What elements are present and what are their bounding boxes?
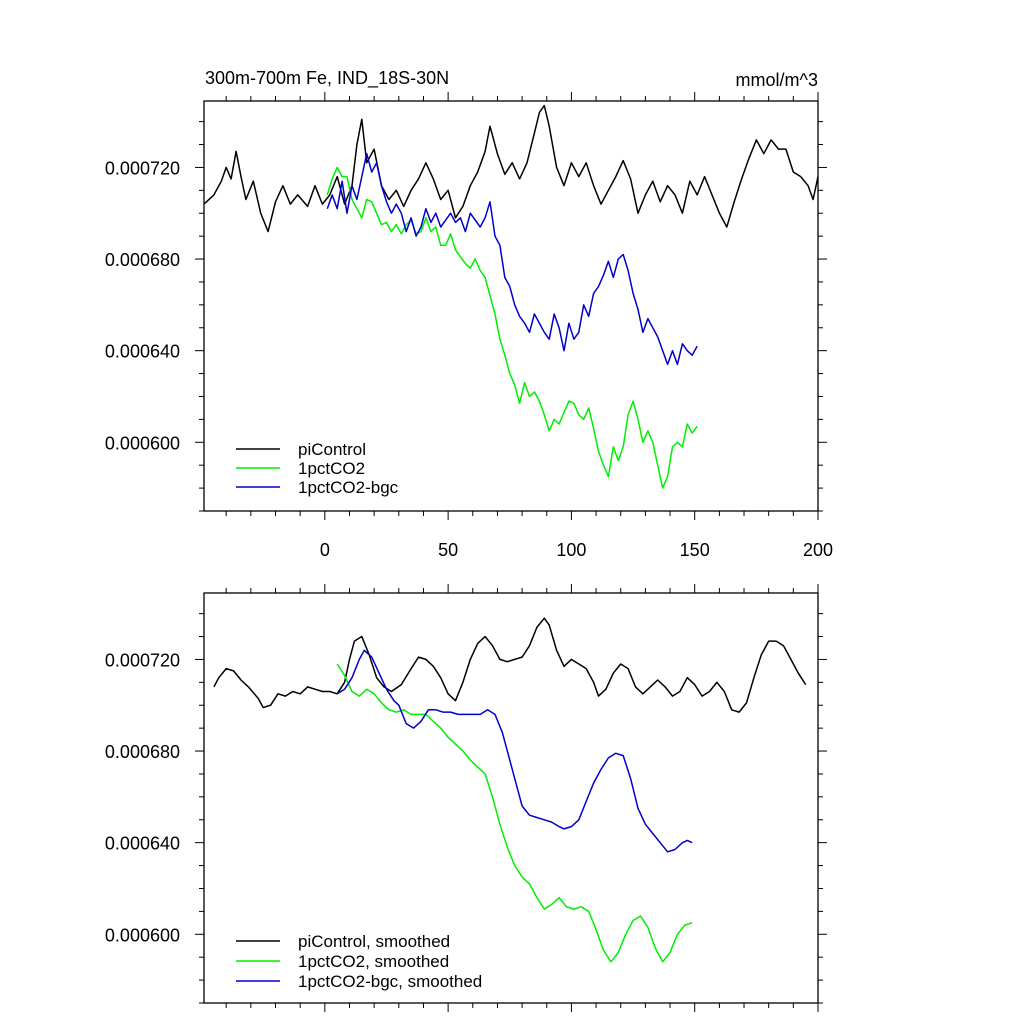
legend-label: 1pctCO2, smoothed bbox=[298, 952, 449, 971]
units-label: mmol/m^3 bbox=[736, 70, 818, 90]
y-tick-label: 0.000600 bbox=[105, 925, 180, 945]
top-panel-raw: 0 50 100 150 200 0.000600 0.000640 0.000680 0.00… bbox=[105, 92, 833, 560]
series-line-picontrol bbox=[203, 104, 819, 233]
series-line-1pctco2 bbox=[326, 166, 698, 489]
plot-frame bbox=[203, 592, 819, 1004]
y-tick-label: 0.000640 bbox=[105, 342, 180, 362]
y-tick-label: 0.000680 bbox=[105, 742, 180, 762]
y-tick-label: 0.000720 bbox=[105, 650, 180, 670]
series-line-1pctco2-bgc bbox=[326, 152, 698, 366]
y-tick-label: 0.000640 bbox=[105, 834, 180, 854]
plot-frame bbox=[203, 100, 819, 512]
x-tick-label: 200 bbox=[803, 540, 833, 560]
x-tick-label: 0 bbox=[320, 540, 330, 560]
series-line-picontrol bbox=[213, 617, 807, 713]
legend-label: 1pctCO2-bgc bbox=[298, 478, 399, 497]
y-tick-label: 0.000720 bbox=[105, 158, 180, 178]
x-tick-label: 150 bbox=[680, 540, 710, 560]
chart-title: 300m-700m Fe, IND_18S-30N bbox=[205, 68, 449, 89]
x-tick-label: 100 bbox=[556, 540, 586, 560]
series-line-1pctco2 bbox=[336, 663, 693, 963]
legend-label: 1pctCO2-bgc, smoothed bbox=[298, 972, 482, 991]
x-tick-label: 50 bbox=[438, 540, 458, 560]
y-tick-label: 0.000680 bbox=[105, 250, 180, 270]
legend-label: piControl, smoothed bbox=[298, 932, 450, 951]
legend-label: 1pctCO2 bbox=[298, 459, 365, 478]
series-line-1pctco2-bgc bbox=[336, 649, 693, 853]
y-tick-label: 0.000600 bbox=[105, 433, 180, 453]
legend-label: piControl bbox=[298, 440, 366, 459]
bottom-panel-smoothed: 0.000600 0.000640 0.000680 0.000720 piContro… bbox=[105, 584, 827, 1012]
